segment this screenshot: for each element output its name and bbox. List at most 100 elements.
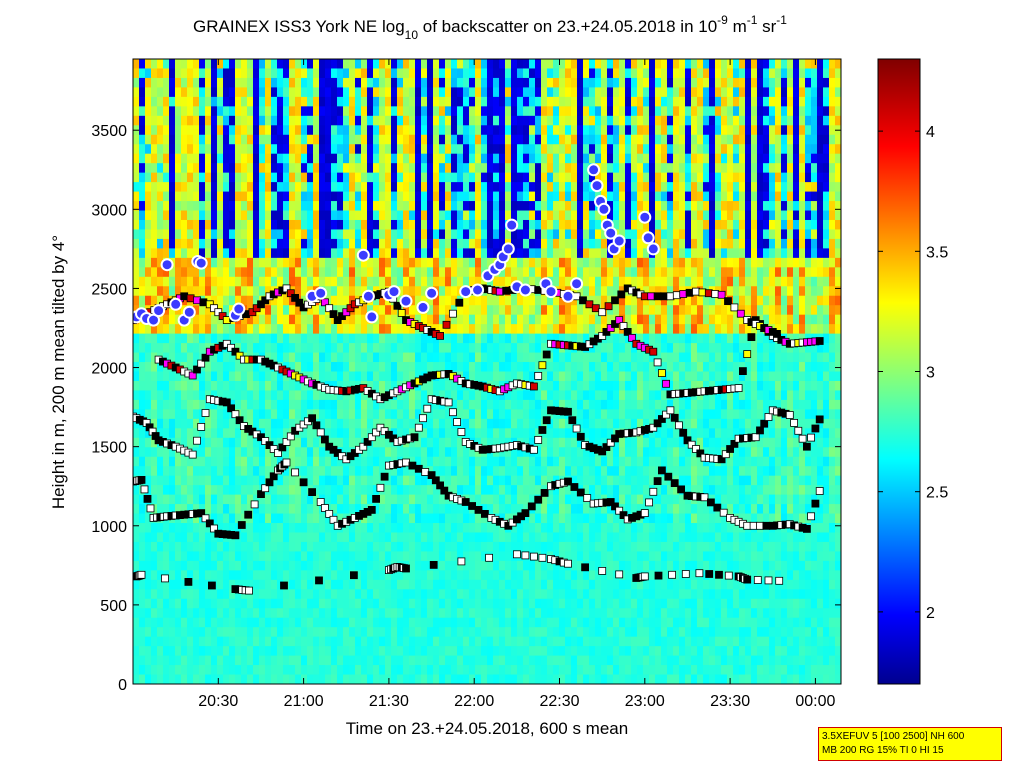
- heatmap-cell: [133, 447, 140, 458]
- heatmap-cell: [511, 352, 518, 363]
- heatmap-cell: [181, 267, 188, 278]
- heatmap-cell: [553, 305, 560, 316]
- heatmap-cell: [511, 608, 518, 619]
- heatmap-cell: [157, 371, 164, 382]
- heatmap-cell: [349, 172, 356, 183]
- heatmap-cell: [187, 475, 194, 486]
- heatmap-cell: [187, 560, 194, 571]
- heatmap-cell: [439, 409, 446, 420]
- heatmap-cell: [415, 541, 422, 553]
- heatmap-cell: [349, 437, 356, 448]
- heatmap-cell: [415, 532, 422, 543]
- heatmap-cell: [301, 77, 308, 89]
- heatmap-cell: [451, 59, 458, 70]
- heatmap-cell: [499, 238, 506, 249]
- heatmap-cell: [223, 541, 230, 553]
- heatmap-cell: [199, 617, 206, 628]
- heatmap-cell: [547, 608, 554, 619]
- heatmap-cell: [511, 627, 518, 638]
- heatmap-cell: [475, 314, 482, 325]
- heatmap-cell: [451, 560, 458, 571]
- heatmap-cell: [307, 96, 314, 107]
- heatmap-cell: [397, 399, 404, 410]
- heatmap-cell: [565, 608, 572, 619]
- heatmap-cell: [439, 627, 446, 638]
- heatmap-cell: [169, 163, 176, 174]
- heatmap-cell: [337, 655, 344, 666]
- heatmap-cell: [193, 390, 200, 401]
- heatmap-cell: [511, 163, 518, 174]
- heatmap-cell: [157, 77, 164, 89]
- heatmap-cell: [457, 314, 464, 325]
- heatmap-cell: [289, 257, 296, 268]
- heatmap-cell: [529, 646, 536, 657]
- heatmap-cell: [421, 456, 428, 467]
- heatmap-cell: [241, 182, 248, 193]
- heatmap-cell: [535, 182, 542, 193]
- heatmap-cell: [463, 456, 470, 467]
- heatmap-cell: [349, 201, 356, 212]
- heatmap-cell: [247, 636, 254, 647]
- heatmap-cell: [271, 163, 278, 174]
- heatmap-cell: [373, 144, 380, 155]
- heatmap-cell: [259, 248, 266, 259]
- heatmap-cell: [421, 570, 428, 581]
- heatmap-cell: [343, 153, 350, 164]
- heatmap-cell: [331, 646, 338, 657]
- heatmap-cell: [169, 59, 176, 70]
- heatmap-cell: [397, 324, 404, 335]
- heatmap-cell: [361, 182, 368, 193]
- heatmap-cell: [163, 352, 170, 363]
- heatmap-cell: [151, 201, 158, 212]
- heatmap-cell: [355, 352, 362, 363]
- heatmap-cell: [415, 134, 422, 145]
- heatmap-cell: [421, 532, 428, 543]
- heatmap-cell: [391, 551, 398, 562]
- heatmap-cell: [271, 333, 278, 344]
- heatmap-cell: [451, 617, 458, 628]
- heatmap-cell: [355, 504, 362, 515]
- heatmap-cell: [583, 59, 590, 70]
- heatmap-cell: [451, 333, 458, 344]
- heatmap-cell: [247, 191, 254, 202]
- heatmap-cell: [181, 210, 188, 221]
- heatmap-cell: [379, 532, 386, 543]
- heatmap-cell: [571, 68, 578, 79]
- heatmap-cell: [235, 608, 242, 619]
- heatmap-cell: [259, 343, 266, 354]
- heatmap-cell: [541, 314, 548, 325]
- heatmap-cell: [163, 144, 170, 155]
- heatmap-cell: [331, 485, 338, 496]
- heatmap-cell: [571, 390, 578, 401]
- heatmap-cell: [313, 201, 320, 212]
- heatmap-cell: [283, 248, 290, 259]
- heatmap-cell: [391, 627, 398, 638]
- heatmap-cell: [283, 324, 290, 335]
- heatmap-cell: [349, 674, 356, 684]
- heatmap-cell: [391, 447, 398, 458]
- heatmap-cell: [547, 210, 554, 221]
- heatmap-cell: [499, 447, 506, 458]
- heatmap-cell: [343, 390, 350, 401]
- heatmap-cell: [457, 68, 464, 79]
- heatmap-cell: [139, 191, 146, 202]
- heatmap-cell: [313, 466, 320, 477]
- heatmap-cell: [175, 380, 182, 392]
- heatmap-cell: [559, 257, 566, 268]
- heatmap-cell: [565, 77, 572, 89]
- heatmap-cell: [505, 598, 512, 609]
- heatmap-cell: [439, 106, 446, 117]
- heatmap-cell: [325, 153, 332, 164]
- heatmap-cell: [271, 343, 278, 354]
- heatmap-cell: [517, 579, 524, 590]
- heatmap-cell: [223, 352, 230, 363]
- heatmap-cell: [499, 96, 506, 107]
- heatmap-cell: [541, 144, 548, 155]
- heatmap-cell: [151, 437, 158, 448]
- heatmap-cell: [391, 541, 398, 553]
- heatmap-cell: [151, 248, 158, 259]
- heatmap-cell: [181, 437, 188, 448]
- heatmap-cell: [421, 617, 428, 628]
- heatmap-cell: [523, 163, 530, 174]
- heatmap-cell: [523, 608, 530, 619]
